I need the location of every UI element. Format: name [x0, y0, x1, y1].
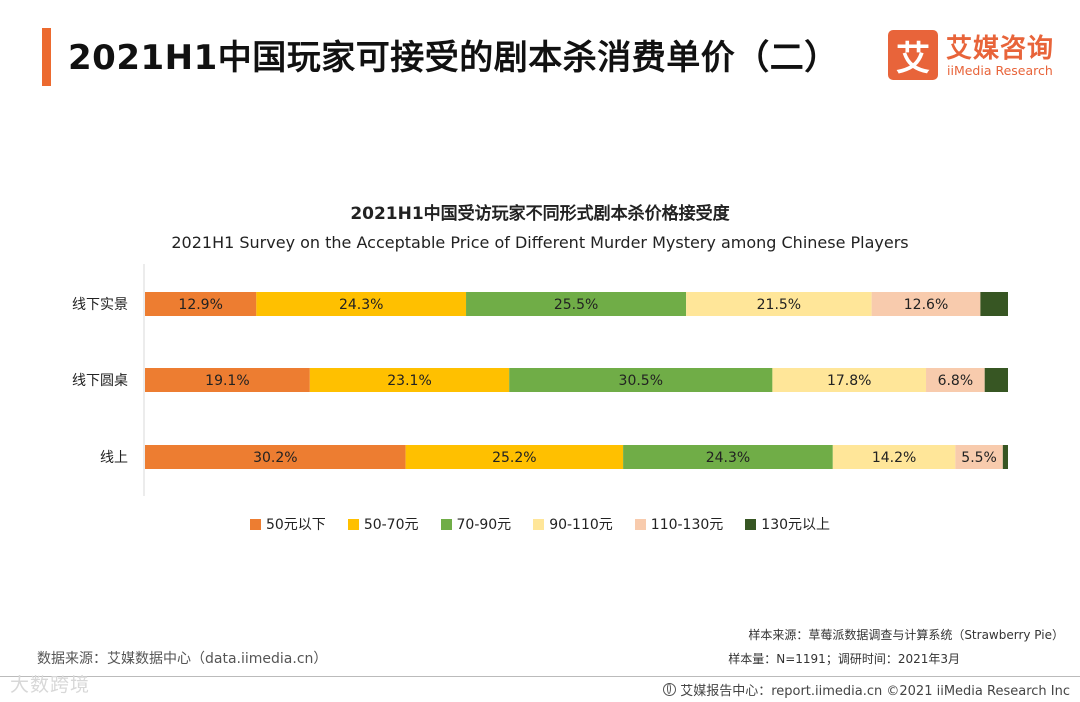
globe-icon	[663, 683, 677, 696]
bar-segment	[509, 368, 773, 392]
legend-label: 70-90元	[456, 517, 512, 533]
data-label: 25.2%	[492, 450, 536, 466]
sample-source: 样本来源：草莓派数据调查与计算系统（Strawberry Pie）	[748, 628, 1064, 642]
data-label: 5.5%	[961, 450, 997, 466]
legend-item: 130元以上	[745, 514, 830, 534]
bar-segment	[145, 292, 257, 316]
data-label: 23.1%	[387, 373, 431, 389]
bar-segment	[466, 292, 687, 316]
data-label: 19.1%	[205, 373, 249, 389]
bar-segment	[926, 368, 985, 392]
data-label: 12.6%	[904, 297, 948, 313]
watermark: 大数跨境	[10, 674, 91, 696]
legend-item: 110-130元	[634, 514, 724, 534]
bar-segment	[256, 292, 467, 316]
legend-label: 110-130元	[650, 517, 724, 533]
bar-segment	[623, 445, 833, 469]
title-accent-bar	[42, 28, 51, 86]
bar-segment	[145, 368, 310, 392]
legend-swatch	[347, 518, 359, 530]
bar-segment	[405, 445, 624, 469]
legend-swatch	[634, 518, 646, 530]
chart-title: 2021H1中国受访玩家不同形式剧本杀价格接受度	[350, 204, 730, 224]
category-label: 线下实景	[72, 297, 128, 313]
logo-name-en: iiMedia Research	[947, 63, 1053, 78]
category-label: 线上	[100, 450, 128, 466]
bar-segment	[984, 368, 1008, 392]
data-label: 30.2%	[253, 450, 297, 466]
bar-segment	[686, 292, 872, 316]
footer-divider	[0, 676, 1080, 677]
data-label: 17.8%	[827, 373, 871, 389]
data-label: 14.2%	[872, 450, 916, 466]
data-label: 24.3%	[706, 450, 750, 466]
legend-item: 70-90元	[440, 514, 512, 534]
bar-segment	[871, 292, 981, 316]
data-label: 30.5%	[619, 373, 663, 389]
data-label: 12.9%	[178, 297, 222, 313]
legend-item: 50元以下	[249, 514, 326, 534]
legend-swatch	[440, 518, 452, 530]
report-center-text: 艾媒报告中心：report.iimedia.cn ©2021 iiMedia R…	[680, 684, 1070, 699]
data-label: 6.8%	[938, 373, 974, 389]
data-label: 21.5%	[757, 297, 801, 313]
legend-swatch	[249, 518, 261, 530]
legend-label: 90-110元	[549, 517, 613, 533]
report-center: 艾媒报告中心：report.iimedia.cn ©2021 iiMedia R…	[663, 680, 1070, 699]
data-label: 25.5%	[554, 297, 598, 313]
legend-label: 130元以上	[761, 517, 831, 533]
category-label: 线下圆桌	[72, 373, 128, 389]
chart-legend: 50元以下 50-70元 70-90元 90-110元 110-130元 130元以上	[0, 514, 1080, 534]
legend-label: 50元以下	[265, 517, 326, 533]
legend-swatch	[745, 518, 757, 530]
logo-mark: 艾	[888, 30, 938, 80]
bar-segment	[832, 445, 956, 469]
legend-label: 50-70元	[363, 517, 419, 533]
page-title: 2021H1中国玩家可接受的剧本杀消费单价（二）	[68, 38, 839, 78]
data-source: 数据来源：艾媒数据中心（data.iimedia.cn）	[37, 651, 328, 667]
bar-segment	[1002, 445, 1008, 469]
sample-size: 样本量：N=1191；调研时间：2021年3月	[728, 652, 960, 666]
legend-item: 50-70元	[347, 514, 419, 534]
legend-item: 90-110元	[533, 514, 613, 534]
bar-segment	[145, 445, 406, 469]
legend-swatch	[533, 518, 545, 530]
bar-segment	[309, 368, 510, 392]
bar-segment	[772, 368, 927, 392]
data-label: 24.3%	[339, 297, 383, 313]
iimedia-logo: 艾 艾媒咨询 iiMedia Research	[888, 30, 1068, 84]
bar-segment	[955, 445, 1003, 469]
logo-name-cn: 艾媒咨询	[946, 34, 1055, 64]
bar-segment	[980, 292, 1008, 316]
chart-subtitle: 2021H1 Survey on the Acceptable Price of…	[171, 233, 909, 252]
